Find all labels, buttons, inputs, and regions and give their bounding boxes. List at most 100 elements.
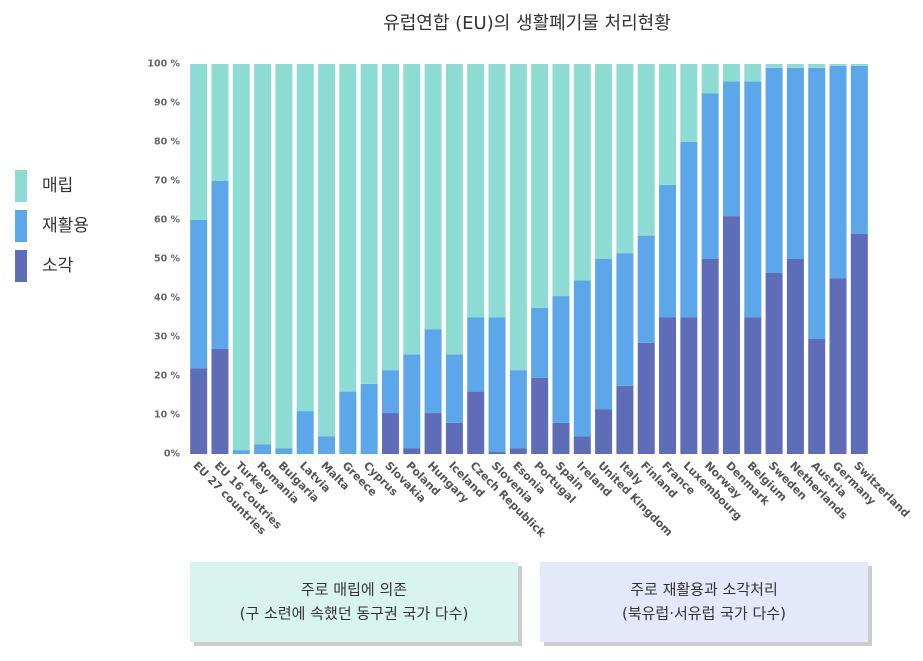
bar-segment: [275, 64, 293, 449]
bar-segment: [765, 272, 783, 454]
chart-title: 유럽연합 (EU)의 생활폐기물 처리현황: [383, 13, 671, 34]
bar-segment: [403, 64, 421, 355]
bar-segment: [296, 64, 314, 412]
bar-segment: [445, 354, 463, 423]
legend-label: 재활용: [42, 216, 89, 236]
bar-segment: [467, 317, 485, 392]
bar-segment: [211, 181, 229, 349]
legend-label: 매립: [42, 176, 73, 196]
bar-segment: [808, 67, 826, 339]
bar-segment: [296, 411, 314, 454]
bar-segment: [680, 64, 698, 142]
bar-segment: [509, 64, 527, 371]
bar-segment: [275, 448, 293, 454]
bar-segment: [722, 64, 740, 82]
bar-segment: [339, 391, 357, 454]
bar-segment: [680, 142, 698, 318]
bar-segment: [701, 64, 719, 94]
bar-segment: [659, 317, 677, 454]
bar-segment: [211, 64, 229, 181]
bar-segment: [744, 81, 762, 318]
bar-segment: [595, 259, 613, 410]
annotation-box: [190, 562, 518, 642]
bar-segment: [424, 329, 442, 414]
bar-segment: [701, 259, 719, 454]
bar-segment: [211, 348, 229, 454]
bar-segment: [381, 370, 399, 414]
bar-segment: [573, 64, 591, 281]
bar-segment: [595, 409, 613, 454]
bar-segment: [637, 235, 655, 343]
bar-segment: [190, 64, 208, 220]
y-tick-label: 100 %: [147, 59, 180, 70]
bar-segment: [360, 383, 378, 454]
bar-segment: [531, 307, 549, 378]
legend-swatch: [15, 170, 27, 202]
bar-segment: [190, 368, 208, 454]
y-tick-label: 0%: [164, 449, 181, 460]
legend-label: 소각: [42, 256, 74, 276]
bar-segment: [509, 448, 527, 454]
bar-segment: [381, 64, 399, 371]
bar-segment: [552, 422, 570, 454]
bar-segment: [637, 342, 655, 454]
legend-swatch: [15, 250, 27, 282]
bar-segment: [616, 64, 634, 254]
bar-segment: [829, 278, 847, 454]
bar-segment: [360, 64, 378, 384]
y-tick-label: 50 %: [154, 254, 181, 265]
bar-segment: [659, 64, 677, 185]
annotation-box: [540, 562, 868, 642]
y-tick-label: 70 %: [154, 176, 181, 187]
annotation-text: (구 소련에 속했던 동구권 국가 다수): [240, 605, 469, 623]
y-tick-label: 90 %: [154, 98, 181, 109]
bar-segment: [403, 448, 421, 454]
bar-segment: [190, 220, 208, 369]
bar-segment: [616, 253, 634, 386]
bar-segment: [488, 452, 506, 454]
bar-segment: [467, 391, 485, 454]
bar-segment: [680, 317, 698, 454]
bar-segment: [509, 370, 527, 449]
bar-segment: [829, 64, 847, 66]
bar-segment: [850, 65, 868, 234]
bar-segment: [552, 296, 570, 423]
bar-segment: [765, 64, 783, 68]
bar-segment: [722, 81, 740, 217]
bar-segment: [786, 64, 804, 68]
bar-segment: [467, 64, 485, 318]
bar-segment: [744, 64, 762, 82]
y-tick-label: 30 %: [154, 332, 181, 343]
bar-segment: [808, 338, 826, 454]
y-tick-label: 10 %: [154, 410, 181, 421]
bar-segment: [850, 64, 868, 66]
bar-segment: [403, 354, 421, 449]
bar-segment: [573, 280, 591, 437]
bar-segment: [637, 64, 655, 236]
y-tick-label: 40 %: [154, 293, 181, 304]
bar-segment: [254, 64, 272, 445]
bar-segment: [573, 436, 591, 454]
legend-swatch: [15, 210, 27, 242]
bar-segment: [318, 436, 336, 454]
bar-segment: [488, 317, 506, 453]
bar-segment: [318, 64, 336, 437]
annotation-text: 주로 재활용과 소각처리: [630, 581, 778, 599]
bar-segment: [595, 64, 613, 259]
bar-segment: [339, 64, 357, 392]
bar-segment: [786, 67, 804, 260]
bar-segment: [531, 64, 549, 308]
y-tick-label: 60 %: [154, 215, 181, 226]
bar-segment: [232, 450, 250, 454]
bar-segment: [531, 377, 549, 454]
y-tick-label: 20 %: [154, 371, 181, 382]
bar-segment: [488, 64, 506, 318]
bar-segment: [744, 317, 762, 454]
bar-segment: [445, 422, 463, 454]
bar-segment: [808, 64, 826, 68]
bar-segment: [722, 216, 740, 454]
bar-segment: [616, 385, 634, 454]
bar-segment: [254, 444, 272, 454]
bar-segment: [786, 259, 804, 454]
